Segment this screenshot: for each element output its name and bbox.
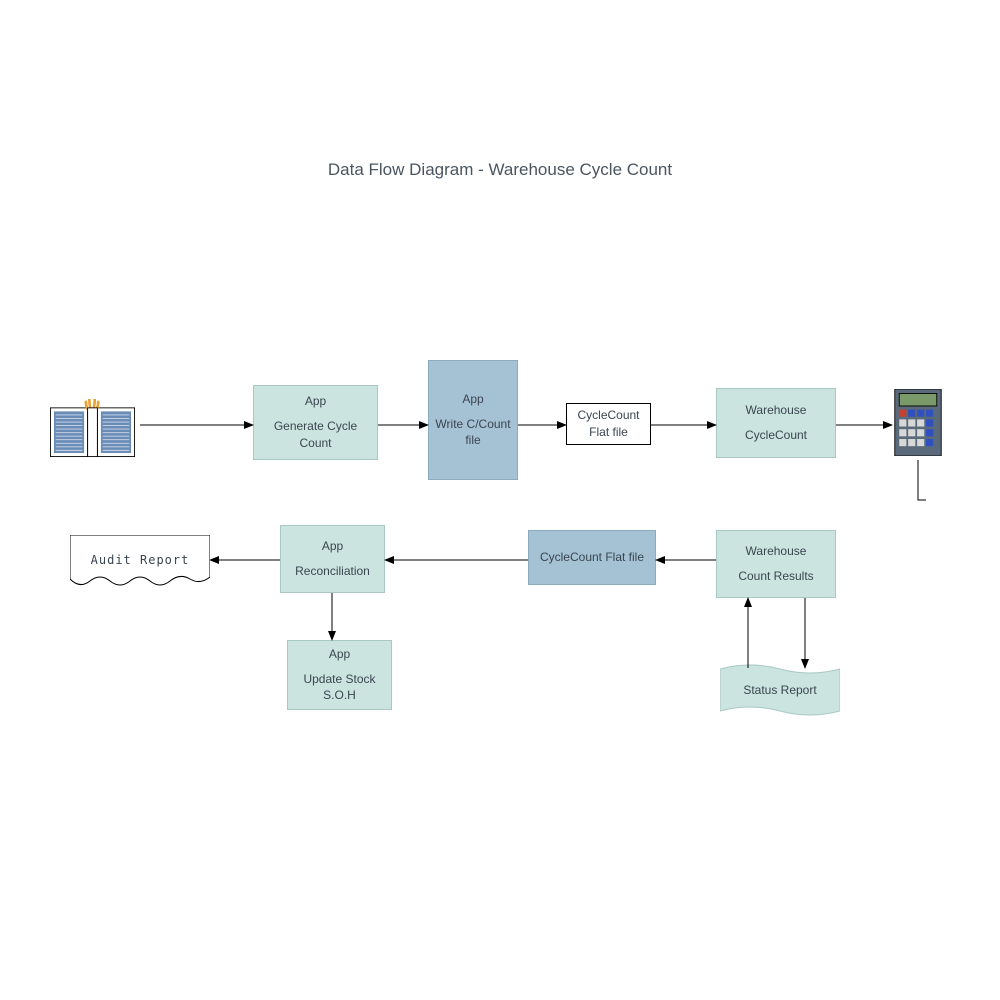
node-label-text: Reconciliation: [295, 563, 370, 580]
node-label-text: CycleCount: [745, 427, 807, 444]
node-warehouse-count-results: Warehouse Count Results: [716, 530, 836, 598]
node-label-text: CycleCount Flat file: [571, 407, 646, 441]
node-generate-cycle-count: App Generate Cycle Count: [253, 385, 378, 460]
node-label-text: Status Report: [743, 682, 816, 699]
node-label-text: Audit Report: [91, 552, 190, 569]
node-cyclecount-flat-file-2: CycleCount Flat file: [528, 530, 656, 585]
node-cyclecount-flat-file-1: CycleCount Flat file: [566, 403, 651, 445]
binder-icon: [45, 395, 140, 465]
calculator-icon: [892, 385, 944, 460]
node-label-text: Update Stock S.O.H: [292, 671, 387, 705]
node-audit-report: Audit Report: [70, 535, 210, 585]
node-label-text: CycleCount Flat file: [540, 549, 644, 566]
node-label-app: App: [305, 393, 326, 410]
node-label-text: Warehouse: [746, 402, 807, 419]
node-label-app: App: [329, 646, 350, 663]
node-write-ccount-file: App Write C/Count file: [428, 360, 518, 480]
node-warehouse-cyclecount: Warehouse CycleCount: [716, 388, 836, 458]
diagram-title: Data Flow Diagram - Warehouse Cycle Coun…: [0, 160, 1000, 180]
node-label-text: Write C/Count file: [433, 416, 513, 450]
node-status-report: Status Report: [720, 665, 840, 715]
node-label-text: Warehouse: [746, 543, 807, 560]
node-label-app: App: [322, 538, 343, 555]
node-update-stock: App Update Stock S.O.H: [287, 640, 392, 710]
node-label-text: Count Results: [738, 568, 813, 585]
node-label-app: App: [462, 391, 483, 408]
flow-arrows: [0, 0, 1000, 1000]
node-reconciliation: App Reconciliation: [280, 525, 385, 593]
node-label-text: Generate Cycle Count: [258, 418, 373, 452]
